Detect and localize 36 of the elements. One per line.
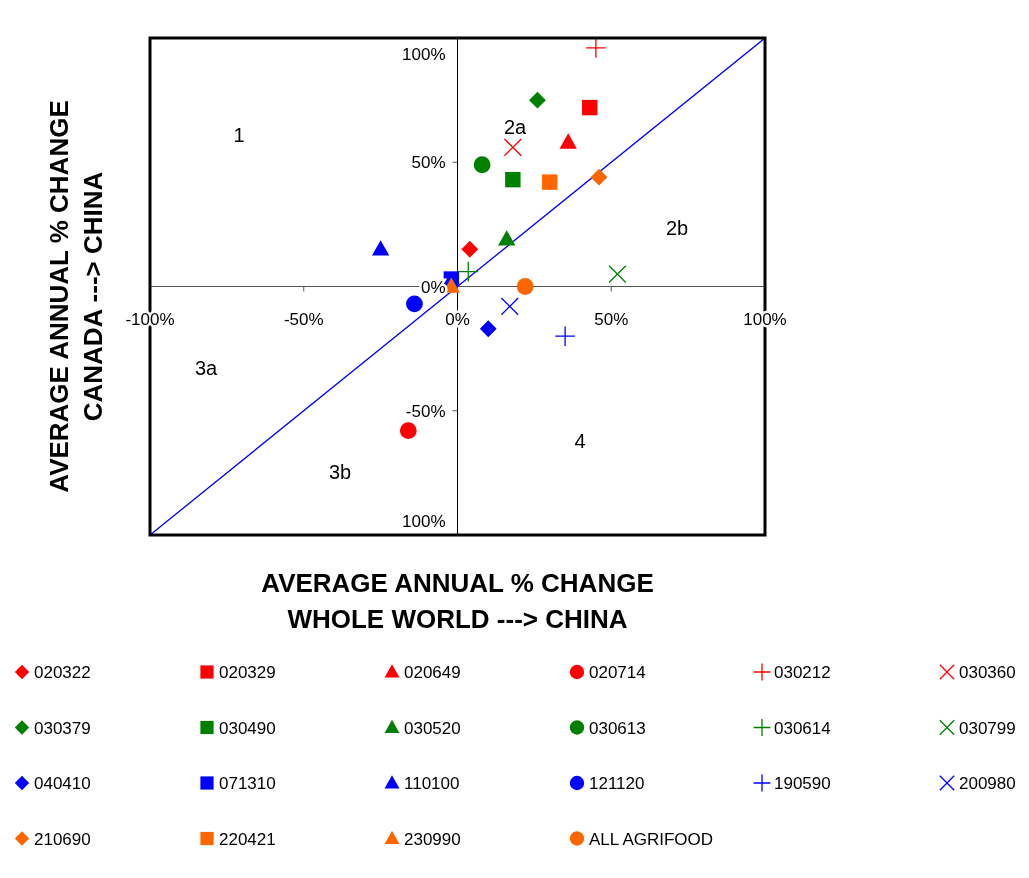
annotation: 4 (574, 430, 586, 452)
legend-label: 040410 (34, 774, 91, 793)
legend-label: 030799 (959, 718, 1016, 738)
legend-label: 230990 (404, 829, 461, 849)
legend-label: 030212 (774, 663, 831, 682)
x-axis-title: AVERAGE ANNUAL % CHANGE WHOLE WORLD ---> CHINA (261, 568, 654, 634)
legend-label: 220421 (219, 829, 276, 849)
legend-label: 071310 (219, 774, 276, 793)
legend-label: 020329 (219, 663, 276, 682)
annotation: 3b (328, 461, 352, 483)
y-tick-label: -50% (405, 401, 446, 421)
y-tick-label: 50% (411, 153, 446, 173)
legend-label: 030360 (959, 663, 1016, 682)
legend-label: 030614 (774, 718, 831, 738)
legend-label: 200980 (959, 774, 1016, 793)
annotation: 2a (503, 116, 527, 138)
legend-label: 030520 (404, 718, 461, 738)
legend-label: 210690 (34, 829, 91, 849)
legend-label: 190590 (774, 774, 831, 793)
y-tick-label: 100% (402, 45, 446, 64)
y-tick-label: 100% (402, 512, 446, 531)
legend-label: 030613 (589, 718, 646, 738)
legend-label: 020322 (34, 663, 91, 682)
legend-label: 030379 (34, 718, 91, 738)
x-tick-label: 50% (594, 309, 629, 329)
legend-label: 020714 (589, 663, 646, 682)
legend-label: 030490 (219, 718, 276, 738)
annotation: 1 (233, 124, 245, 146)
annotation: 3a (194, 357, 218, 379)
legend-label: 020649 (404, 663, 461, 682)
legend-label: ALL AGRIFOOD (589, 829, 714, 849)
y-axis-title: AVERAGE ANNUAL % CHANGE CANADA ---> CHINA (44, 100, 108, 493)
legend-label: 121120 (589, 774, 645, 793)
legend-label: 110100 (404, 774, 460, 793)
annotation: 2b (665, 217, 689, 239)
x-tick-label: -50% (283, 309, 324, 329)
